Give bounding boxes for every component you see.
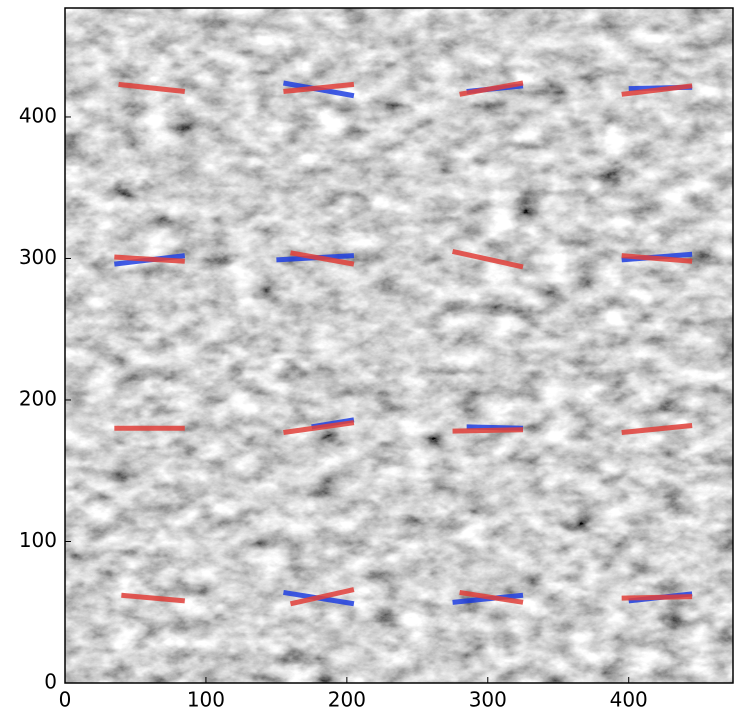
axes-frame — [64, 7, 734, 684]
segment — [452, 427, 524, 434]
x-tick-label: 300 — [469, 688, 507, 712]
segment — [459, 80, 524, 97]
segment — [459, 589, 524, 605]
x-tick-label: 100 — [187, 688, 225, 712]
segment — [283, 81, 355, 94]
segment — [621, 253, 693, 264]
x-tick-label: 0 — [59, 688, 72, 712]
segment — [290, 250, 355, 267]
y-tick-label: 300 — [19, 245, 57, 269]
segment — [121, 592, 186, 604]
y-tick-label: 0 — [44, 670, 57, 694]
y-tick-label: 400 — [19, 103, 57, 127]
image-background — [65, 8, 733, 683]
segment — [114, 254, 185, 264]
segment — [289, 587, 355, 607]
segment — [452, 248, 524, 270]
segment — [118, 81, 186, 94]
y-tick-label: 200 — [19, 386, 57, 410]
y-tick-label: 100 — [19, 528, 57, 552]
segment — [621, 83, 693, 97]
segment — [621, 594, 693, 601]
x-tick-label: 200 — [328, 688, 366, 712]
x-tick-label: 400 — [610, 688, 648, 712]
segment — [621, 422, 693, 436]
segment — [283, 420, 355, 436]
